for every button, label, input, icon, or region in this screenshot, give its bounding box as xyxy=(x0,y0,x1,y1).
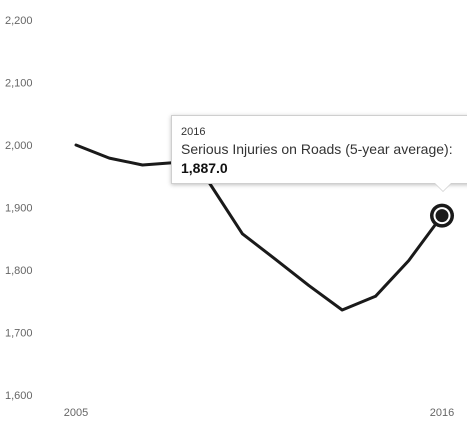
y-tick-label: 1,800 xyxy=(5,265,33,277)
tooltip: 2016 Serious Injuries on Roads (5-year a… xyxy=(171,115,467,191)
tooltip-year: 2016 xyxy=(181,126,206,138)
highlight-point xyxy=(435,209,449,223)
y-tick-label: 1,700 xyxy=(5,328,33,340)
tooltip-series-name: Serious Injuries on Roads (5-year averag… xyxy=(181,141,453,157)
y-tick-label: 2,000 xyxy=(5,140,33,152)
x-tick-label: 2005 xyxy=(64,407,88,419)
y-tick-label: 2,200 xyxy=(5,15,33,27)
y-tick-label: 2,100 xyxy=(5,78,33,90)
y-tick-label: 1,900 xyxy=(5,203,33,215)
x-tick-label: 2016 xyxy=(430,407,454,419)
y-tick-label: 1,600 xyxy=(5,390,33,402)
tooltip-pointer xyxy=(435,183,451,191)
series-line xyxy=(74,143,444,312)
tooltip-value: 1,887.0 xyxy=(181,160,228,176)
